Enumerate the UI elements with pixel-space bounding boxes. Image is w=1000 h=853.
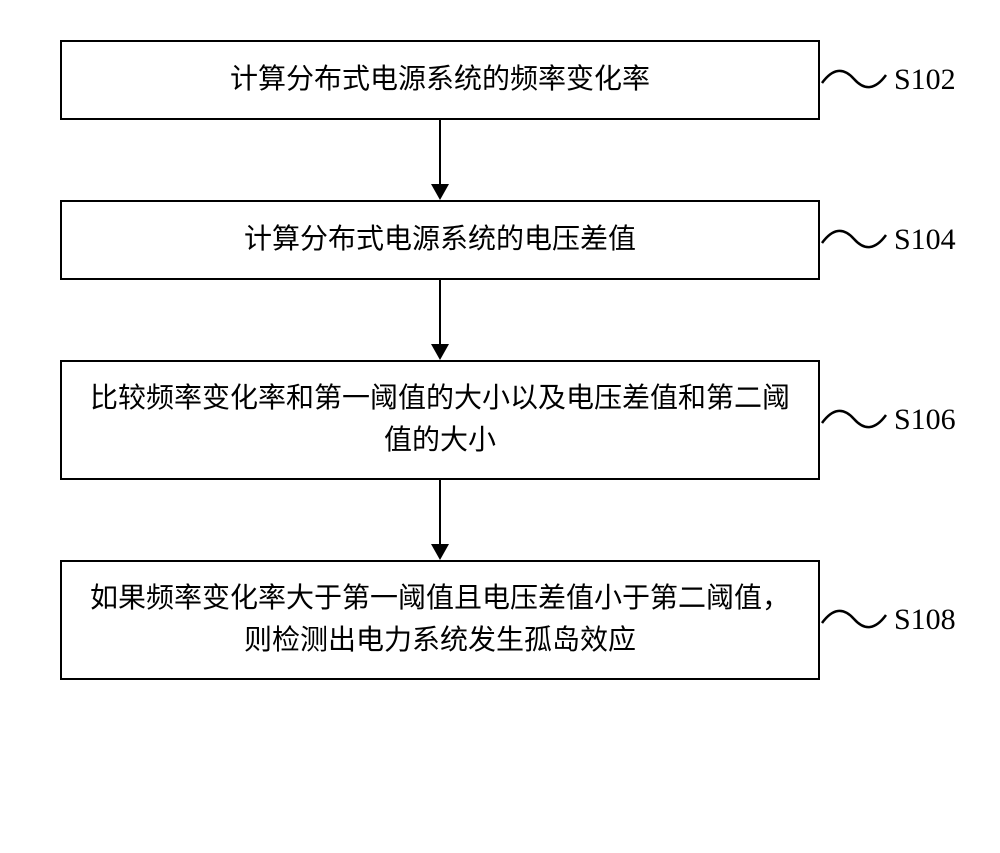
flow-step-text: 如果频率变化率大于第一阈值且电压差值小于第二阈值，则检测出电力系统发生孤岛效应: [86, 578, 794, 662]
step-label-connector: S108: [820, 595, 956, 645]
step-label: S102: [894, 63, 956, 97]
flow-step-text: 计算分布式电源系统的电压差值: [244, 219, 636, 261]
flow-arrow: [60, 120, 820, 200]
step-label-connector: S102: [820, 55, 956, 105]
flow-step-box: 如果频率变化率大于第一阈值且电压差值小于第二阈值，则检测出电力系统发生孤岛效应: [60, 560, 820, 680]
flow-arrow: [60, 280, 820, 360]
flow-arrow: [60, 480, 820, 560]
flow-step-box: 比较频率变化率和第一阈值的大小以及电压差值和第二阈值的大小: [60, 360, 820, 480]
step-label: S104: [894, 223, 956, 257]
step-label-connector: S106: [820, 395, 956, 445]
flow-step: 计算分布式电源系统的电压差值S104: [60, 200, 940, 280]
flow-step: 计算分布式电源系统的频率变化率S102: [60, 40, 940, 120]
flow-step-box: 计算分布式电源系统的频率变化率: [60, 40, 820, 120]
step-label: S108: [894, 603, 956, 637]
step-label: S106: [894, 403, 956, 437]
step-label-connector: S104: [820, 215, 956, 265]
flow-step: 比较频率变化率和第一阈值的大小以及电压差值和第二阈值的大小S106: [60, 360, 940, 480]
flow-step-text: 计算分布式电源系统的频率变化率: [230, 59, 650, 101]
flow-step-box: 计算分布式电源系统的电压差值: [60, 200, 820, 280]
flow-step: 如果频率变化率大于第一阈值且电压差值小于第二阈值，则检测出电力系统发生孤岛效应S…: [60, 560, 940, 680]
flow-step-text: 比较频率变化率和第一阈值的大小以及电压差值和第二阈值的大小: [86, 378, 794, 462]
